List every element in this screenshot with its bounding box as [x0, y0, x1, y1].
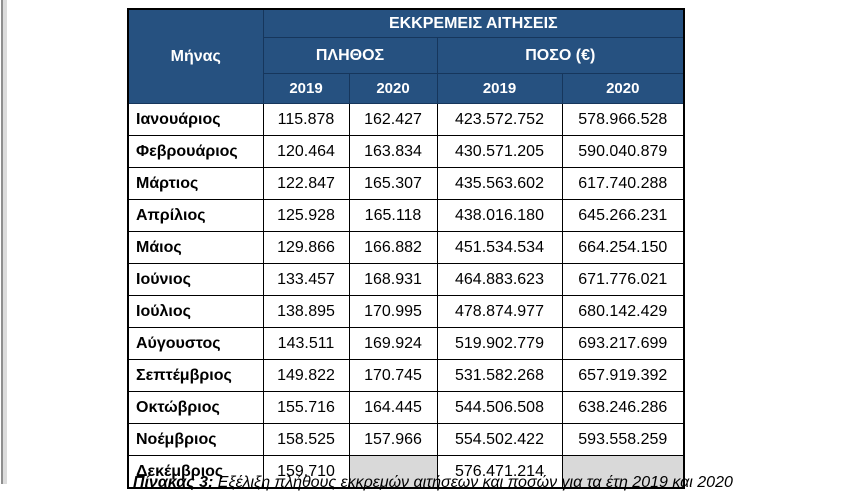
- count-2020-cell: 165.118: [348, 199, 438, 232]
- count-2020-cell: 166.882: [348, 231, 438, 264]
- table-row: Μάιος 129.866 166.882 451.534.534 664.254.15…: [127, 231, 685, 264]
- month-cell: Νοέμβριος: [127, 423, 264, 456]
- table-row: Οκτώβριος 155.716 164.445 544.506.508 638.24…: [127, 391, 685, 424]
- count-2019-cell: 158.525: [262, 423, 350, 456]
- amount-2019-cell: 430.571.205: [436, 135, 563, 168]
- amount-2019-cell: 478.874.977: [436, 295, 563, 328]
- amount-2019-cell: 544.506.508: [436, 391, 563, 424]
- table-body: Ιανουάριος 115.878 162.427 423.572.752 578.9…: [127, 103, 685, 489]
- month-cell: Δεκέμβριος: [127, 455, 264, 489]
- count-2020-cell: 170.995: [348, 295, 438, 328]
- month-cell: Φεβρουάριος: [127, 135, 264, 168]
- count-2019-cell: 159.710: [262, 455, 350, 489]
- table-row: Νοέμβριος 158.525 157.966 554.502.422 593.55…: [127, 423, 685, 456]
- amount-2020-cell: 578.966.528: [561, 103, 685, 136]
- amount-2020-cell: 590.040.879: [561, 135, 685, 168]
- pending-applications-table: Μήνας ΕΚΚΡΕΜΕΙΣ ΑΙΤΗΣΕΙΣ ΠΛΗΘΟΣ ΠΟΣΟ (€)…: [127, 8, 686, 489]
- amount-2020-cell: 671.776.021: [561, 263, 685, 296]
- count-2020-cell: 164.445: [348, 391, 438, 424]
- month-cell: Ιανουάριος: [127, 103, 264, 136]
- count-2019-cell: 122.847: [262, 167, 350, 200]
- amount-2020-cell: 593.558.259: [561, 423, 685, 456]
- amount-2020-cell: 693.217.699: [561, 327, 685, 360]
- count-2019-cell: 129.866: [262, 231, 350, 264]
- count-2019-cell: 133.457: [262, 263, 350, 296]
- count-2020-cell: 157.966: [348, 423, 438, 456]
- table-row: Ιούλιος 138.895 170.995 478.874.977 680.142.…: [127, 295, 685, 328]
- count-2020-cell: 169.924: [348, 327, 438, 360]
- table-row: Ιούνιος 133.457 168.931 464.883.623 671.776.…: [127, 263, 685, 296]
- year-header-count-2019: 2019: [262, 73, 350, 104]
- amount-2019-cell: 519.902.779: [436, 327, 563, 360]
- page-edge-line-light: [3, 0, 7, 484]
- caption-label: Πίνακας 3:: [133, 474, 214, 491]
- amount-2020-cell: 645.266.231: [561, 199, 685, 232]
- amount-2020-cell: 638.246.286: [561, 391, 685, 424]
- month-cell: Μάρτιος: [127, 167, 264, 200]
- month-cell: Αύγουστος: [127, 327, 264, 360]
- count-2019-cell: 143.511: [262, 327, 350, 360]
- amount-2020-cell: 680.142.429: [561, 295, 685, 328]
- amount-2019-cell: 464.883.623: [436, 263, 563, 296]
- count-2020-cell: 162.427: [348, 103, 438, 136]
- year-header-amount-2019: 2019: [436, 73, 563, 104]
- amount-2020-cell: [561, 455, 685, 489]
- count-2019-cell: 120.464: [262, 135, 350, 168]
- group-header-amount: ΠΟΣΟ (€): [436, 37, 685, 74]
- count-2020-cell: 163.834: [348, 135, 438, 168]
- count-2019-cell: 155.716: [262, 391, 350, 424]
- count-2019-cell: 115.878: [262, 103, 350, 136]
- table-row: Μάρτιος 122.847 165.307 435.563.602 617.740.…: [127, 167, 685, 200]
- month-cell: Ιούνιος: [127, 263, 264, 296]
- month-column-header: Μήνας: [127, 8, 264, 104]
- amount-2019-cell: 451.534.534: [436, 231, 563, 264]
- table-row: Ιανουάριος 115.878 162.427 423.572.752 578.9…: [127, 103, 685, 136]
- amount-2019-cell: 435.563.602: [436, 167, 563, 200]
- page-edge-line-dark: [1, 0, 3, 484]
- amount-2019-cell: 576.471.214: [436, 455, 563, 489]
- amount-2020-cell: 657.919.392: [561, 359, 685, 392]
- table-title: ΕΚΚΡΕΜΕΙΣ ΑΙΤΗΣΕΙΣ: [262, 8, 685, 38]
- year-header-amount-2020: 2020: [561, 73, 685, 104]
- count-2020-cell: 170.745: [348, 359, 438, 392]
- table-row: Σεπτέμβριος 149.822 170.745 531.582.268 657.…: [127, 359, 685, 392]
- count-2020-cell: 165.307: [348, 167, 438, 200]
- month-cell: Ιούλιος: [127, 295, 264, 328]
- month-cell: Μάιος: [127, 231, 264, 264]
- table-row: Αύγουστος 143.511 169.924 519.902.779 693.21…: [127, 327, 685, 360]
- month-cell: Οκτώβριος: [127, 391, 264, 424]
- amount-2020-cell: 617.740.288: [561, 167, 685, 200]
- table-row: Φεβρουάριος 120.464 163.834 430.571.205 590.…: [127, 135, 685, 168]
- table-row: Δεκέμβριος 159.710 576.471.214: [127, 455, 685, 489]
- month-cell: Σεπτέμβριος: [127, 359, 264, 392]
- count-2019-cell: 149.822: [262, 359, 350, 392]
- amount-2020-cell: 664.254.150: [561, 231, 685, 264]
- table-caption: Πίνακας 3: Εξέλιξη πλήθους εκκρεμών αιτή…: [133, 474, 853, 492]
- amount-2019-cell: 423.572.752: [436, 103, 563, 136]
- group-header-count: ΠΛΗΘΟΣ: [262, 37, 438, 74]
- count-2019-cell: 138.895: [262, 295, 350, 328]
- count-2019-cell: 125.928: [262, 199, 350, 232]
- month-cell: Απρίλιος: [127, 199, 264, 232]
- year-header-count-2020: 2020: [348, 73, 438, 104]
- amount-2019-cell: 438.016.180: [436, 199, 563, 232]
- count-2020-cell: 168.931: [348, 263, 438, 296]
- table-row: Απρίλιος 125.928 165.118 438.016.180 645.266…: [127, 199, 685, 232]
- amount-2019-cell: 531.582.268: [436, 359, 563, 392]
- caption-text: Εξέλιξη πλήθους εκκρεμών αιτήσεων και πο…: [217, 474, 733, 491]
- amount-2019-cell: 554.502.422: [436, 423, 563, 456]
- table-header: Μήνας ΕΚΚΡΕΜΕΙΣ ΑΙΤΗΣΕΙΣ ΠΛΗΘΟΣ ΠΟΣΟ (€)…: [127, 8, 685, 104]
